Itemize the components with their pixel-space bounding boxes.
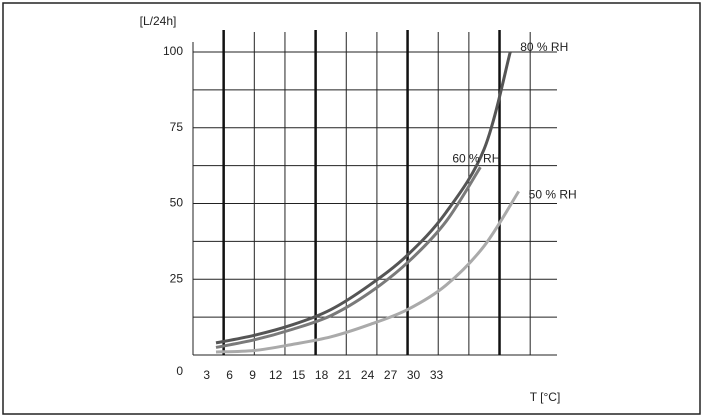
x-tick-label: 3: [203, 368, 210, 382]
y-tick-label: 75: [170, 120, 184, 134]
x-tick-label: 30: [407, 368, 421, 382]
x-axis-label: T [°C]: [530, 390, 561, 404]
y-tick-label: 25: [170, 271, 184, 285]
x-tick-label: 33: [430, 368, 444, 382]
x-tick-label: 21: [338, 368, 352, 382]
x-tick-label: 12: [269, 368, 283, 382]
series-label: 80 % RH: [520, 40, 568, 54]
line-series: [215, 166, 482, 349]
x-tick-label: 27: [384, 368, 398, 382]
x-tick-label: 24: [361, 368, 375, 382]
y-tick-label: 100: [163, 44, 183, 58]
line-series: [215, 51, 512, 345]
line-series: [215, 190, 520, 354]
x-tick-label: 15: [292, 368, 306, 382]
series-label: 60 % RH: [452, 151, 500, 165]
y-axis-label: [L/24h]: [140, 14, 177, 28]
x-tick-label: 18: [315, 368, 329, 382]
x-tick-label: 9: [249, 368, 256, 382]
y-tick-label: 50: [170, 196, 184, 210]
series-label: 50 % RH: [529, 188, 577, 202]
x-tick-label: 6: [226, 368, 233, 382]
y-tick-label: 0: [176, 364, 183, 378]
